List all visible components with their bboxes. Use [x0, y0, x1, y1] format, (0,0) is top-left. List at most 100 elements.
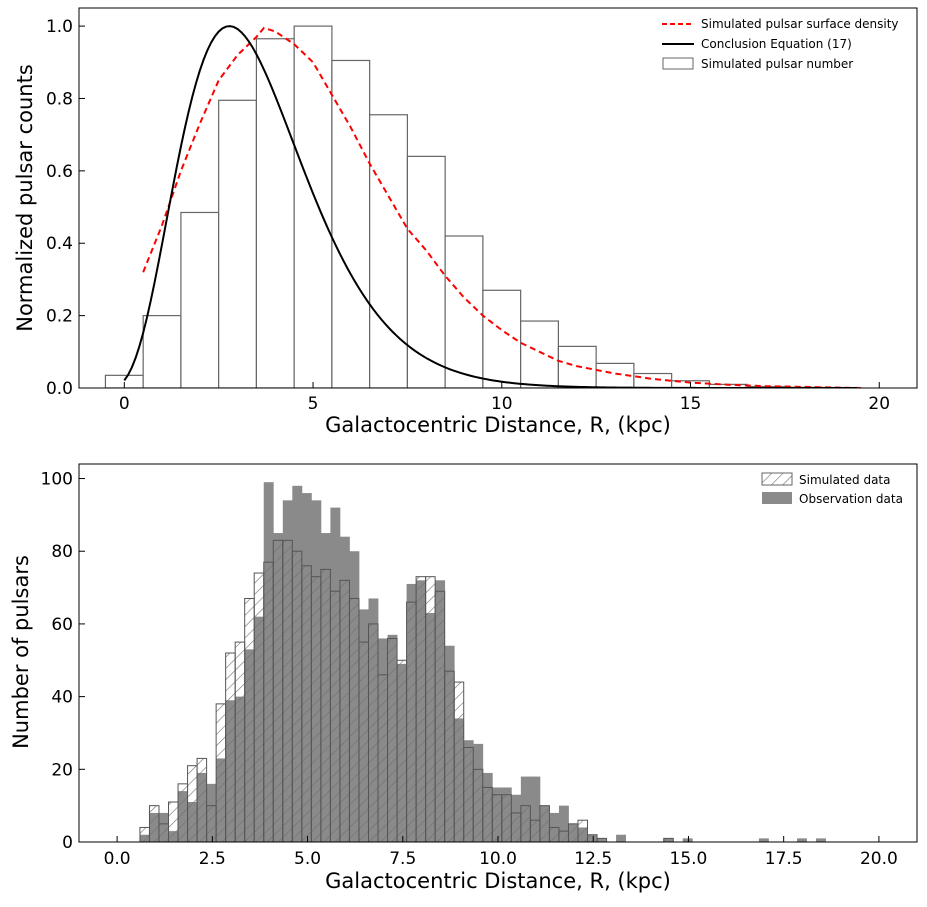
top-legend: Simulated pulsar surface density Conclus… — [662, 17, 899, 71]
x-tick-label: 17.5 — [765, 849, 803, 869]
y-tick-label: 0.0 — [46, 379, 73, 399]
x-tick-label: 2.5 — [199, 849, 226, 869]
simulated-bar — [378, 675, 388, 842]
simulated-bar — [397, 660, 407, 842]
simulated-bar — [502, 795, 512, 842]
y-tick-label: 0 — [62, 833, 73, 853]
simulated-bar — [188, 766, 198, 842]
hist-bar — [181, 212, 219, 388]
observation-bar — [797, 838, 807, 842]
hist-bar — [521, 321, 559, 388]
simulated-bar — [140, 827, 150, 842]
observation-bar — [683, 838, 693, 842]
simulated-bar — [292, 551, 302, 842]
hist-bar — [370, 115, 408, 388]
simulated-bar — [388, 638, 398, 842]
legend-solid-label: Conclusion Equation (17) — [701, 37, 852, 51]
simulated-bar — [368, 624, 378, 842]
legend-observation-label: Observation data — [799, 492, 903, 506]
simulated-bar — [492, 795, 502, 842]
simulated-bar — [178, 784, 188, 842]
simulated-bar — [473, 769, 483, 842]
simulated-bar — [559, 831, 569, 842]
simulated-bar — [264, 562, 274, 842]
y-tick-label: 20 — [51, 760, 73, 780]
simulated-bar — [321, 569, 331, 842]
simulated-bar — [588, 835, 598, 842]
x-tick-label: 7.5 — [389, 849, 416, 869]
bottom-y-ticks: 0 20 40 60 80 100 — [41, 470, 85, 853]
simulated-bar — [235, 642, 245, 842]
bottom-y-axis-label: Number of pulsars — [9, 555, 33, 749]
simulated-bar — [549, 827, 559, 842]
simulated-bar — [283, 540, 293, 842]
legend-simulated-label: Simulated data — [799, 473, 890, 487]
simulated-bar — [207, 806, 217, 842]
x-tick-label: 15.0 — [670, 849, 708, 869]
y-tick-label: 1.0 — [46, 17, 73, 37]
simulated-bar — [197, 758, 207, 842]
simulated-bar — [483, 787, 493, 842]
observation-bar — [616, 835, 626, 842]
top-y-axis-label: Normalized pulsar counts — [13, 64, 37, 332]
x-tick-label: 0.0 — [104, 849, 131, 869]
simulated-bar — [435, 591, 445, 842]
y-tick-label: 40 — [51, 688, 73, 708]
simulated-bar — [464, 748, 474, 843]
x-tick-label: 20.0 — [860, 849, 898, 869]
simulated-bar — [330, 591, 340, 842]
simulated-bar — [159, 824, 169, 842]
y-tick-label: 100 — [41, 470, 73, 490]
bottom-x-axis-label: Galactocentric Distance, R, (kpc) — [325, 869, 671, 893]
y-tick-label: 0.8 — [46, 89, 73, 109]
simulated-bar — [169, 802, 179, 842]
simulated-bar — [521, 806, 531, 842]
simulated-bar — [578, 820, 588, 842]
top-x-axis-label: Galactocentric Distance, R, (kpc) — [325, 413, 671, 437]
bottom-bars — [140, 482, 826, 842]
y-tick-label: 0.2 — [46, 307, 73, 327]
simulated-bar — [273, 540, 283, 842]
simulated-bar — [664, 838, 674, 842]
y-tick-label: 80 — [51, 542, 73, 562]
hist-bar — [219, 100, 257, 388]
x-tick-label: 10.0 — [479, 849, 517, 869]
observation-bar — [759, 838, 769, 842]
simulated-bar — [416, 577, 426, 842]
simulated-bar — [311, 577, 321, 842]
observation-bar — [816, 838, 826, 842]
simulated-bar — [216, 704, 226, 842]
simulated-bar — [149, 806, 159, 842]
simulated-bar — [454, 682, 464, 842]
hist-bar — [332, 60, 370, 388]
simulated-bar — [226, 653, 236, 842]
simulated-bar — [254, 573, 264, 842]
x-tick-label: 20 — [868, 394, 890, 414]
simulated-bar — [407, 602, 417, 842]
hist-bar — [294, 26, 332, 388]
simulated-bar — [568, 824, 578, 842]
simulated-bar — [540, 806, 550, 842]
legend-dashed-label: Simulated pulsar surface density — [701, 17, 899, 31]
legend-observation-swatch-icon — [762, 492, 792, 504]
simulated-bar — [340, 580, 350, 842]
hist-bar — [256, 39, 294, 388]
hist-bar — [407, 156, 445, 388]
simulated-bar — [359, 642, 369, 842]
x-tick-label: 0 — [119, 394, 130, 414]
x-tick-label: 5.0 — [294, 849, 321, 869]
x-tick-label: 5 — [308, 394, 319, 414]
simulated-bar — [511, 813, 521, 842]
x-tick-label: 12.5 — [574, 849, 612, 869]
bottom-legend: Simulated data Observation data — [762, 473, 903, 506]
y-tick-label: 60 — [51, 615, 73, 635]
simulated-bar — [426, 577, 436, 842]
x-tick-label: 15 — [680, 394, 702, 414]
legend-hist-swatch-icon — [663, 58, 693, 69]
x-tick-label: 10 — [491, 394, 513, 414]
simulated-bar — [302, 566, 312, 842]
y-tick-label: 0.4 — [46, 234, 73, 254]
legend-simulated-swatch-icon — [762, 473, 792, 485]
